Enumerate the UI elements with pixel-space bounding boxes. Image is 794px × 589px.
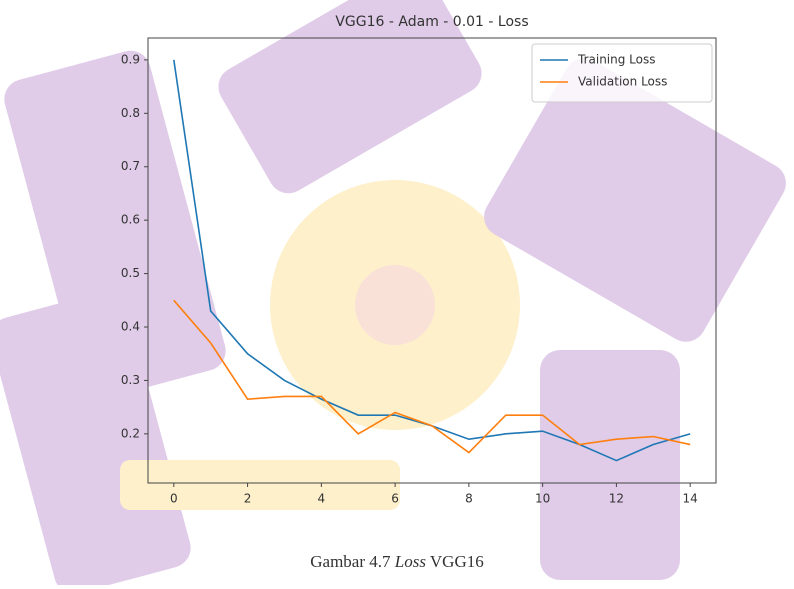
- y-tick-label: 0.9: [121, 52, 140, 66]
- x-tick-label: 4: [318, 492, 326, 506]
- caption-italic: Loss: [394, 552, 427, 571]
- x-tick-label: 2: [244, 492, 252, 506]
- y-tick-label: 0.7: [121, 159, 140, 173]
- x-tick-label: 12: [609, 492, 624, 506]
- x-tick-label: 0: [170, 492, 178, 506]
- y-tick-label: 0.4: [121, 320, 140, 334]
- x-tick-label: 8: [465, 492, 473, 506]
- caption-label: Gambar 4.7: [310, 552, 391, 571]
- y-tick-label: 0.5: [121, 266, 140, 280]
- y-tick-label: 0.2: [121, 426, 140, 440]
- x-tick-label: 10: [535, 492, 550, 506]
- legend-label: Training Loss: [577, 53, 655, 67]
- x-tick-label: 6: [391, 492, 399, 506]
- caption-name: VGG16: [430, 552, 484, 571]
- y-tick-label: 0.3: [121, 373, 140, 387]
- caption: Gambar 4.7 Loss VGG16: [310, 552, 484, 571]
- y-tick-label: 0.6: [121, 213, 140, 227]
- figure: VGG16 - Adam - 0.01 - Loss Gambar 4.7 Lo…: [0, 0, 794, 585]
- x-tick-label: 14: [683, 492, 698, 506]
- chart-title: VGG16 - Adam - 0.01 - Loss: [335, 14, 528, 30]
- legend-label: Validation Loss: [578, 75, 667, 89]
- y-tick-label: 0.8: [121, 106, 140, 120]
